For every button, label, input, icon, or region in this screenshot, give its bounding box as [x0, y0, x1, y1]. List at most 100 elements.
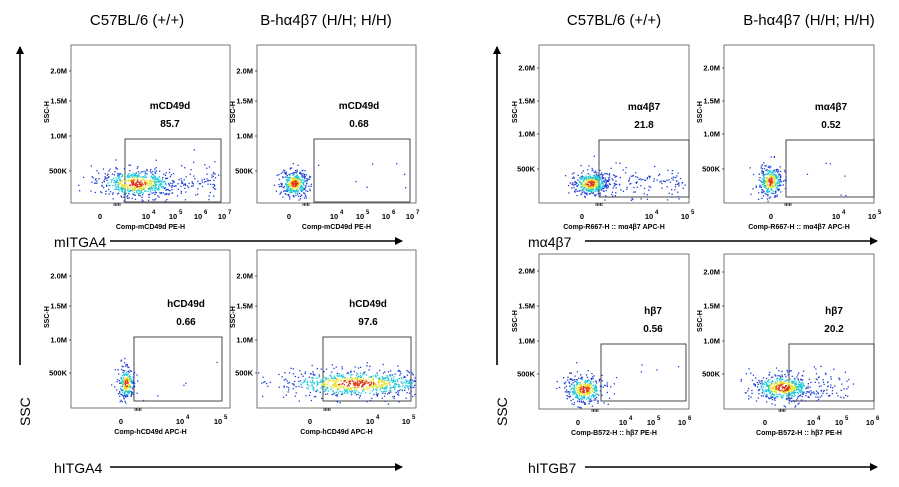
event-point	[600, 177, 602, 179]
event-point	[379, 380, 381, 382]
gate-rectangle	[788, 343, 875, 402]
event-point	[777, 188, 779, 190]
event-point	[294, 169, 297, 172]
event-point	[591, 373, 593, 375]
event-point	[357, 393, 359, 396]
event-point	[320, 368, 322, 370]
event-point	[139, 182, 141, 184]
event-point	[129, 369, 131, 372]
event-point	[795, 405, 797, 407]
event-point	[795, 381, 797, 383]
event-point	[608, 174, 610, 176]
event-point	[363, 384, 365, 386]
event-point	[619, 162, 621, 164]
event-point	[579, 390, 582, 392]
ssc-label-right: SSC	[494, 397, 510, 426]
event-point	[588, 397, 590, 400]
event-point	[366, 186, 368, 188]
event-point	[770, 192, 772, 194]
event-point	[628, 179, 630, 181]
event-point	[775, 177, 777, 180]
event-point	[336, 384, 339, 386]
event-point	[340, 380, 342, 382]
event-point	[132, 376, 135, 378]
event-point	[778, 370, 780, 372]
event-point	[587, 177, 590, 179]
event-point	[292, 181, 294, 183]
event-point	[98, 172, 100, 174]
event-point	[556, 387, 558, 390]
event-point	[108, 170, 110, 172]
event-point	[580, 391, 582, 393]
event-point	[185, 184, 187, 187]
event-point	[111, 193, 114, 195]
event-point	[589, 386, 591, 389]
event-point	[128, 179, 130, 181]
event-point	[625, 167, 627, 169]
event-point	[781, 381, 783, 384]
event-point	[781, 383, 783, 385]
event-point	[604, 185, 606, 187]
event-point	[123, 395, 125, 397]
event-point	[369, 384, 372, 386]
event-point	[410, 386, 412, 388]
event-point	[106, 174, 108, 176]
event-point	[273, 184, 275, 186]
event-point	[343, 387, 345, 389]
event-point	[354, 388, 356, 390]
event-point	[584, 402, 586, 404]
event-point	[588, 181, 590, 183]
event-point	[597, 193, 599, 195]
event-point	[352, 381, 354, 383]
event-point	[776, 380, 778, 382]
event-point	[352, 390, 354, 392]
event-point	[311, 385, 313, 387]
event-point	[582, 387, 585, 390]
event-point	[127, 180, 129, 182]
event-point	[344, 376, 346, 379]
event-point	[137, 181, 140, 183]
event-point	[570, 400, 572, 402]
event-point	[325, 377, 327, 380]
event-point	[120, 173, 122, 175]
event-point	[405, 380, 408, 382]
event-point	[291, 191, 293, 193]
event-point	[212, 186, 214, 188]
event-point	[579, 398, 581, 400]
event-point	[294, 180, 296, 182]
event-point	[592, 177, 594, 179]
event-point	[137, 380, 139, 382]
event-point	[789, 386, 791, 388]
event-point	[784, 382, 787, 384]
event-point	[626, 186, 628, 188]
event-point	[577, 406, 579, 408]
event-point	[301, 181, 303, 183]
event-point	[299, 192, 301, 195]
event-point	[283, 169, 286, 172]
gate-value: 0.52	[821, 120, 841, 131]
event-point	[145, 176, 147, 178]
event-point	[588, 165, 590, 167]
event-point	[385, 383, 387, 385]
event-point	[165, 189, 167, 191]
event-point	[384, 379, 386, 381]
event-point	[326, 393, 329, 395]
event-point	[120, 377, 122, 379]
event-point	[291, 177, 293, 179]
plot-frame	[70, 44, 231, 204]
event-point	[787, 380, 790, 383]
event-point	[763, 184, 766, 187]
event-point	[784, 187, 787, 190]
event-point	[766, 180, 768, 182]
event-point	[137, 166, 139, 168]
y-tick-label: 500K	[517, 370, 536, 379]
event-point	[327, 378, 329, 380]
event-point	[765, 169, 767, 172]
event-point	[388, 390, 391, 392]
event-point	[762, 172, 764, 174]
event-point	[774, 171, 776, 173]
event-point	[152, 180, 154, 182]
event-point	[304, 175, 306, 177]
event-point	[130, 391, 132, 393]
event-point	[324, 393, 327, 395]
